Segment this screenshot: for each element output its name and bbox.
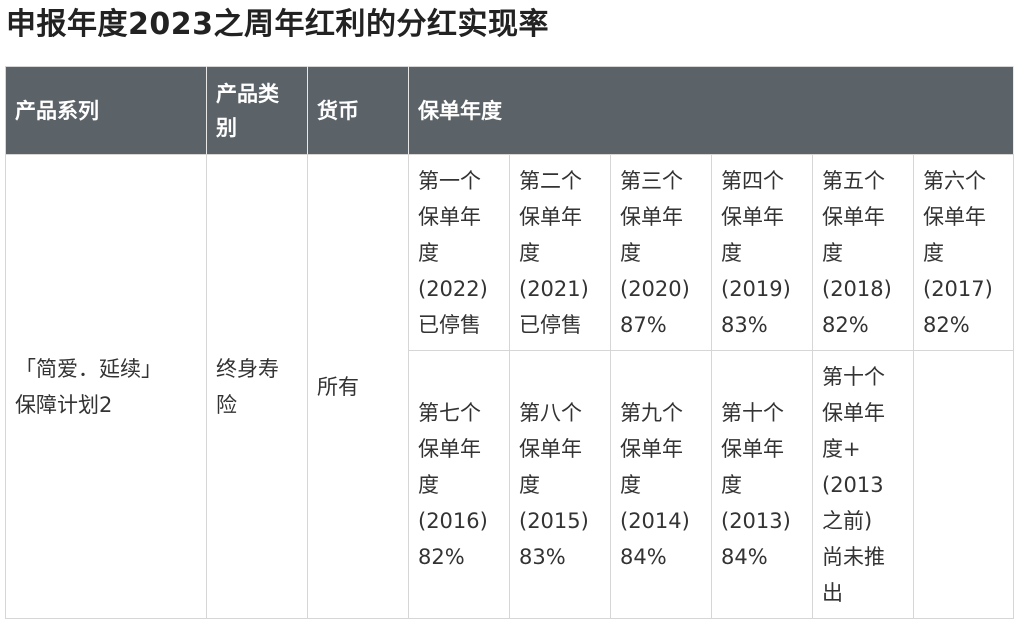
policy-year-cell-3: 第三个 保单年 度 (2020) 87% [610, 154, 712, 351]
table-row: 「简爱．延续」 保障计划2 终身寿险 所有 第一个 保单年 度 (2022) 已… [5, 154, 1015, 619]
cell-product-category: 终身寿险 [206, 154, 308, 619]
header-product-category: 产品类别 [206, 66, 308, 155]
policy-year-cell-1: 第一个 保单年 度 (2022) 已停售 [408, 154, 510, 351]
policy-year-cell-2: 第二个 保单年 度 (2021) 已停售 [509, 154, 611, 351]
policy-year-cell-10-plus: 第十个 保单年 度+ (2013 之前) 尚未推 出 [812, 350, 914, 619]
cell-currency: 所有 [307, 154, 409, 619]
page-title: 申报年度2023之周年红利的分红实现率 [6, 7, 549, 42]
header-policy-year: 保单年度 [407, 66, 1015, 155]
dividend-fulfillment-table: 产品系列 产品类别 货币 保单年度 「简爱．延续」 保障计划2 终身寿险 所有 … [5, 66, 1015, 619]
cell-product-series: 「简爱．延续」 保障计划2 [5, 154, 207, 619]
header-currency: 货币 [307, 66, 409, 155]
policy-year-cell-4: 第四个 保单年 度 (2019) 83% [711, 154, 813, 351]
policy-year-cell-6: 第六个 保单年 度 (2017) 82% [912, 154, 1015, 351]
header-product-series: 产品系列 [5, 66, 207, 155]
policy-year-cell-9: 第九个 保单年 度 (2014) 84% [610, 350, 712, 619]
policy-year-cell-5: 第五个 保单年 度 (2018) 82% [812, 154, 914, 351]
policy-year-cell-10: 第十个 保单年 度 (2013) 84% [711, 350, 813, 619]
policy-year-cell-empty [912, 350, 1015, 619]
product-series-line1: 「简爱．延续」 [15, 356, 162, 381]
policy-year-cell-8: 第八个 保单年 度 (2015) 83% [509, 350, 611, 619]
table-row: 第七个 保单年 度 (2016) 82% 第八个 保单年 度 (2015) 83… [6, 350, 1015, 619]
policy-year-cell-7: 第七个 保单年 度 (2016) 82% [408, 350, 510, 619]
product-series-line2: 保障计划2 [15, 392, 113, 417]
table-header-row: 产品系列 产品类别 货币 保单年度 [5, 66, 1015, 155]
